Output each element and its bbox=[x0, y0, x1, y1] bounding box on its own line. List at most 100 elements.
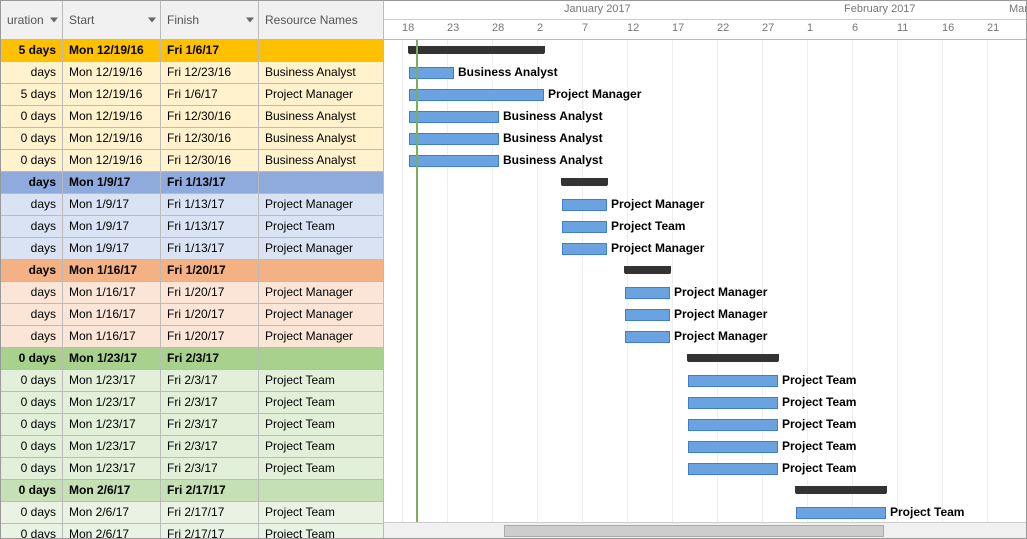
cell-start[interactable]: Mon 12/19/16 bbox=[63, 84, 161, 105]
cell-start[interactable]: Mon 1/23/17 bbox=[63, 370, 161, 391]
task-bar[interactable] bbox=[688, 441, 778, 453]
cell-res[interactable]: Project Team bbox=[259, 414, 383, 435]
cell-dur[interactable]: days bbox=[1, 194, 63, 215]
table-row[interactable]: 5 daysMon 12/19/16Fri 1/6/17Project Mana… bbox=[1, 84, 383, 106]
cell-finish[interactable]: Fri 1/20/17 bbox=[161, 282, 259, 303]
cell-dur[interactable]: 0 days bbox=[1, 106, 63, 127]
cell-finish[interactable]: Fri 1/13/17 bbox=[161, 194, 259, 215]
table-row[interactable]: 0 daysMon 1/23/17Fri 2/3/17Project Team bbox=[1, 370, 383, 392]
cell-dur[interactable]: days bbox=[1, 238, 63, 259]
cell-dur[interactable]: days bbox=[1, 62, 63, 83]
cell-res[interactable]: Project Manager bbox=[259, 304, 383, 325]
summary-bar[interactable] bbox=[796, 486, 886, 494]
summary-bar[interactable] bbox=[562, 178, 607, 186]
cell-dur[interactable]: days bbox=[1, 260, 63, 281]
cell-res[interactable]: Project Team bbox=[259, 216, 383, 237]
task-bar[interactable] bbox=[409, 155, 499, 167]
cell-dur[interactable]: days bbox=[1, 282, 63, 303]
summary-bar[interactable] bbox=[625, 266, 670, 274]
cell-res[interactable]: Project Manager bbox=[259, 84, 383, 105]
task-bar[interactable] bbox=[625, 331, 670, 343]
task-bar[interactable] bbox=[688, 419, 778, 431]
cell-finish[interactable]: Fri 1/13/17 bbox=[161, 172, 259, 193]
cell-start[interactable]: Mon 1/23/17 bbox=[63, 392, 161, 413]
task-bar[interactable] bbox=[562, 199, 607, 211]
scrollbar-thumb[interactable] bbox=[504, 525, 884, 537]
table-row[interactable]: 0 daysMon 1/23/17Fri 2/3/17 bbox=[1, 348, 383, 370]
cell-finish[interactable]: Fri 2/3/17 bbox=[161, 458, 259, 479]
cell-start[interactable]: Mon 12/19/16 bbox=[63, 40, 161, 61]
cell-finish[interactable]: Fri 2/3/17 bbox=[161, 348, 259, 369]
cell-finish[interactable]: Fri 2/3/17 bbox=[161, 370, 259, 391]
task-bar[interactable] bbox=[625, 287, 670, 299]
cell-res[interactable]: Project Team bbox=[259, 458, 383, 479]
table-row[interactable]: 0 daysMon 2/6/17Fri 2/17/17Project Team bbox=[1, 502, 383, 524]
cell-dur[interactable]: 0 days bbox=[1, 458, 63, 479]
cell-dur[interactable]: 0 days bbox=[1, 502, 63, 523]
table-row[interactable]: daysMon 1/16/17Fri 1/20/17 bbox=[1, 260, 383, 282]
cell-finish[interactable]: Fri 1/6/17 bbox=[161, 84, 259, 105]
table-row[interactable]: 0 daysMon 1/23/17Fri 2/3/17Project Team bbox=[1, 436, 383, 458]
col-duration[interactable]: uration bbox=[1, 1, 63, 39]
cell-finish[interactable]: Fri 1/20/17 bbox=[161, 304, 259, 325]
chevron-down-icon[interactable] bbox=[148, 18, 156, 23]
task-bar[interactable] bbox=[688, 375, 778, 387]
cell-dur[interactable]: 0 days bbox=[1, 392, 63, 413]
cell-start[interactable]: Mon 12/19/16 bbox=[63, 128, 161, 149]
task-bar[interactable] bbox=[796, 507, 886, 519]
cell-dur[interactable]: days bbox=[1, 304, 63, 325]
cell-dur[interactable]: 0 days bbox=[1, 480, 63, 501]
cell-start[interactable]: Mon 1/23/17 bbox=[63, 348, 161, 369]
table-row[interactable]: daysMon 1/9/17Fri 1/13/17Project Team bbox=[1, 216, 383, 238]
table-row[interactable]: daysMon 1/16/17Fri 1/20/17Project Manage… bbox=[1, 304, 383, 326]
cell-start[interactable]: Mon 1/9/17 bbox=[63, 216, 161, 237]
chevron-down-icon[interactable] bbox=[50, 18, 58, 23]
cell-finish[interactable]: Fri 2/17/17 bbox=[161, 524, 259, 538]
cell-start[interactable]: Mon 12/19/16 bbox=[63, 106, 161, 127]
cell-start[interactable]: Mon 12/19/16 bbox=[63, 150, 161, 171]
table-row[interactable]: 0 daysMon 1/23/17Fri 2/3/17Project Team bbox=[1, 392, 383, 414]
cell-start[interactable]: Mon 1/16/17 bbox=[63, 326, 161, 347]
cell-finish[interactable]: Fri 1/20/17 bbox=[161, 326, 259, 347]
cell-start[interactable]: Mon 1/9/17 bbox=[63, 194, 161, 215]
cell-dur[interactable]: 0 days bbox=[1, 414, 63, 435]
table-row[interactable]: daysMon 1/9/17Fri 1/13/17Project Manager bbox=[1, 238, 383, 260]
cell-res[interactable]: Project Team bbox=[259, 524, 383, 538]
cell-res[interactable] bbox=[259, 40, 383, 61]
col-finish[interactable]: Finish bbox=[161, 1, 259, 39]
cell-start[interactable]: Mon 2/6/17 bbox=[63, 524, 161, 538]
cell-res[interactable] bbox=[259, 172, 383, 193]
task-bar[interactable] bbox=[562, 243, 607, 255]
cell-start[interactable]: Mon 1/16/17 bbox=[63, 282, 161, 303]
cell-res[interactable]: Project Manager bbox=[259, 194, 383, 215]
cell-res[interactable]: Project Manager bbox=[259, 326, 383, 347]
cell-finish[interactable]: Fri 12/30/16 bbox=[161, 106, 259, 127]
table-row[interactable]: daysMon 12/19/16Fri 12/23/16Business Ana… bbox=[1, 62, 383, 84]
cell-res[interactable]: Business Analyst bbox=[259, 62, 383, 83]
cell-dur[interactable]: 0 days bbox=[1, 524, 63, 538]
cell-finish[interactable]: Fri 1/13/17 bbox=[161, 216, 259, 237]
cell-res[interactable] bbox=[259, 260, 383, 281]
chevron-down-icon[interactable] bbox=[246, 18, 254, 23]
task-bar[interactable] bbox=[688, 463, 778, 475]
cell-dur[interactable]: days bbox=[1, 216, 63, 237]
task-bar[interactable] bbox=[562, 221, 607, 233]
cell-finish[interactable]: Fri 2/17/17 bbox=[161, 502, 259, 523]
table-row[interactable]: daysMon 1/16/17Fri 1/20/17Project Manage… bbox=[1, 326, 383, 348]
cell-finish[interactable]: Fri 2/3/17 bbox=[161, 414, 259, 435]
col-resource[interactable]: Resource Names bbox=[259, 1, 383, 39]
cell-start[interactable]: Mon 1/16/17 bbox=[63, 304, 161, 325]
cell-res[interactable]: Project Manager bbox=[259, 282, 383, 303]
table-row[interactable]: daysMon 1/9/17Fri 1/13/17 bbox=[1, 172, 383, 194]
summary-bar[interactable] bbox=[409, 46, 544, 54]
cell-res[interactable]: Business Analyst bbox=[259, 106, 383, 127]
task-bar[interactable] bbox=[409, 133, 499, 145]
col-start[interactable]: Start bbox=[63, 1, 161, 39]
cell-start[interactable]: Mon 1/23/17 bbox=[63, 458, 161, 479]
cell-res[interactable]: Project Manager bbox=[259, 238, 383, 259]
cell-start[interactable]: Mon 2/6/17 bbox=[63, 502, 161, 523]
cell-finish[interactable]: Fri 2/3/17 bbox=[161, 436, 259, 457]
table-row[interactable]: daysMon 1/16/17Fri 1/20/17Project Manage… bbox=[1, 282, 383, 304]
cell-finish[interactable]: Fri 12/30/16 bbox=[161, 150, 259, 171]
cell-finish[interactable]: Fri 2/17/17 bbox=[161, 480, 259, 501]
